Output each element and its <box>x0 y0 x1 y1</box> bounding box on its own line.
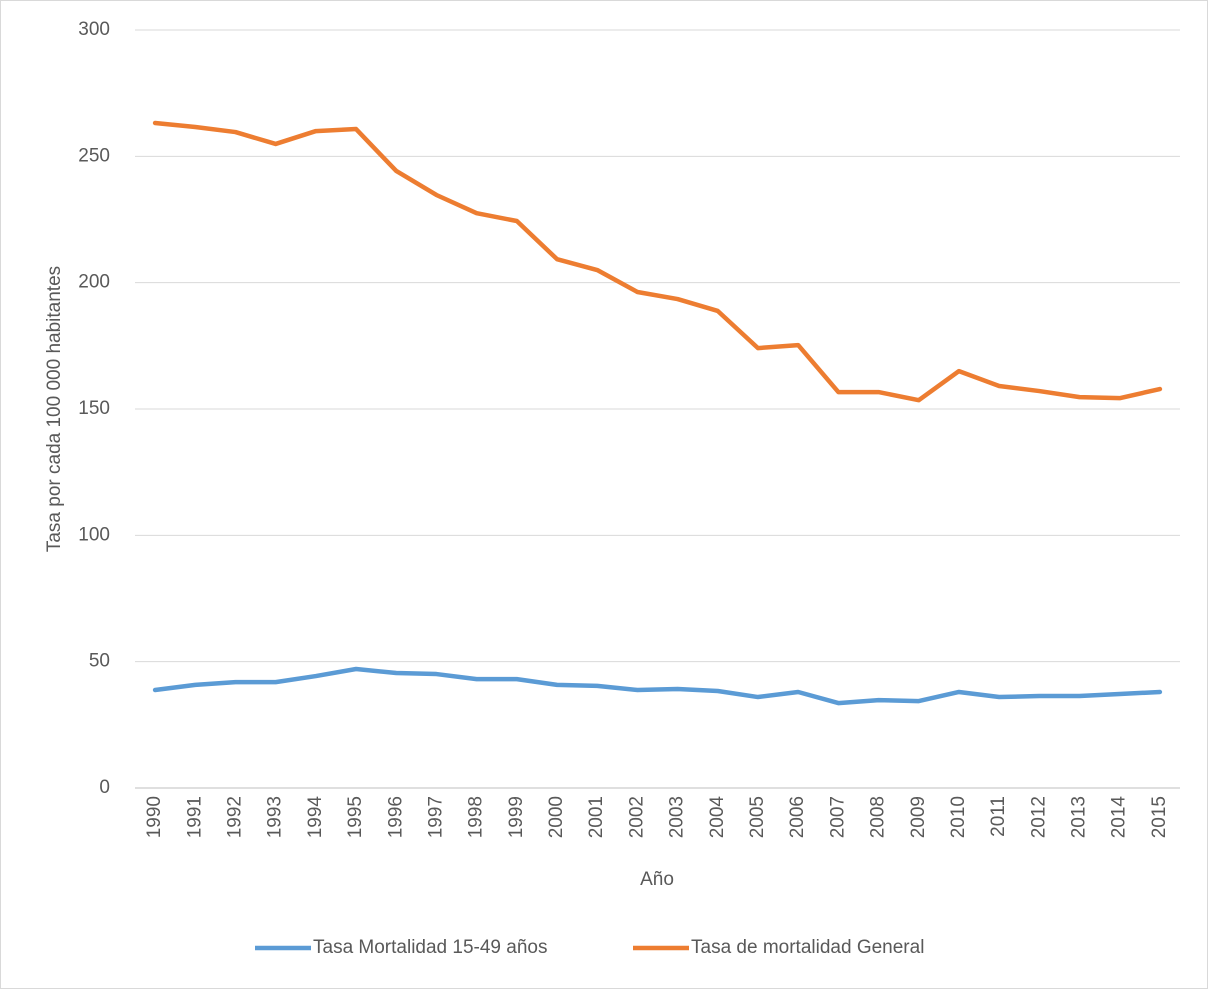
x-tick-label: 1997 <box>425 796 446 838</box>
y-tick-label: 50 <box>89 651 110 672</box>
y-tick-label: 300 <box>78 19 110 40</box>
x-tick-label: 2009 <box>908 796 929 838</box>
y-tick-label: 250 <box>78 145 110 166</box>
x-tick-label: 1994 <box>305 796 326 839</box>
x-tick-label: 1999 <box>506 796 527 838</box>
x-tick-label: 2013 <box>1069 796 1090 838</box>
x-tick-label: 2011 <box>988 796 1009 837</box>
legend-label: Tasa de mortalidad General <box>691 937 924 958</box>
x-tick-label: 2014 <box>1109 796 1130 839</box>
y-tick-label: 100 <box>78 524 110 545</box>
y-axis-label: Tasa por cada 100 000 habitantes <box>44 266 65 552</box>
x-tick-label: 2003 <box>667 796 688 838</box>
x-tick-label: 2000 <box>546 796 567 838</box>
x-tick-label: 2001 <box>586 796 607 838</box>
x-tick-label: 2005 <box>747 796 768 838</box>
x-tick-label: 1996 <box>385 796 406 838</box>
x-tick-label: 2010 <box>948 796 969 838</box>
x-tick-label: 2002 <box>626 796 647 838</box>
x-tick-label: 2007 <box>827 796 848 838</box>
x-tick-label: 1993 <box>265 796 286 838</box>
y-tick-label: 150 <box>78 398 110 419</box>
x-tick-label: 1995 <box>345 796 366 838</box>
x-tick-label: 2008 <box>868 796 889 838</box>
x-tick-label: 1990 <box>144 796 165 838</box>
x-tick-label: 2012 <box>1028 796 1049 838</box>
x-tick-label: 2015 <box>1149 796 1170 838</box>
x-tick-label: 2004 <box>707 796 728 839</box>
y-tick-label: 200 <box>78 272 110 293</box>
series-line <box>152 120 1163 403</box>
x-tick-label: 1991 <box>184 796 205 838</box>
x-tick-label: 1992 <box>224 796 245 838</box>
x-tick-label: 2006 <box>787 796 808 838</box>
legend-label: Tasa Mortalidad 15-49 años <box>313 937 547 958</box>
series-line <box>152 666 1163 706</box>
x-tick-label: 1998 <box>466 796 487 838</box>
y-tick-label: 0 <box>99 777 110 798</box>
x-axis-label: Año <box>640 869 674 890</box>
